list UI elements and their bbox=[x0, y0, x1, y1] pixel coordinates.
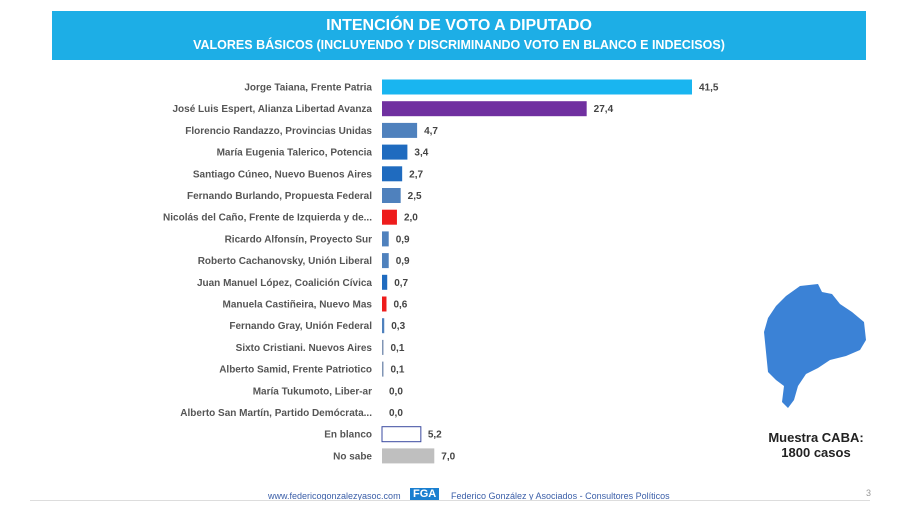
data-label: 0,9 bbox=[396, 234, 410, 245]
category-label: María Eugenia Talerico, Potencia bbox=[217, 148, 373, 159]
bar bbox=[382, 79, 692, 95]
data-label: 0,0 bbox=[389, 386, 403, 397]
category-label: Alberto San Martín, Partido Demócrata... bbox=[180, 408, 372, 419]
footer-firm: Federico González y Asociados - Consulto… bbox=[451, 491, 670, 501]
category-label: José Luis Espert, Alianza Libertad Avanz… bbox=[172, 104, 372, 115]
category-label: Santiago Cúneo, Nuevo Buenos Aires bbox=[193, 169, 373, 180]
footer-url[interactable]: www.federicogonzalezyasoc.com bbox=[268, 491, 401, 501]
category-label: Florencio Randazzo, Provincias Unidas bbox=[185, 126, 372, 137]
data-label: 2,5 bbox=[408, 191, 422, 202]
sample-label: Muestra CABA: bbox=[768, 430, 864, 445]
bar bbox=[382, 166, 403, 182]
bar-chart: Jorge Taiana, Frente Patria 41,5 José Luis… bbox=[163, 79, 719, 464]
data-label: 0,1 bbox=[391, 343, 405, 354]
sample-info: Muestra CABA: 1800 casos bbox=[760, 430, 872, 460]
page-number: 3 bbox=[866, 488, 872, 498]
category-label: Alberto Samid, Frente Patriotico bbox=[219, 365, 372, 376]
bar bbox=[382, 122, 418, 138]
category-label: Sixto Cristiani. Nuevos Aires bbox=[236, 343, 373, 354]
category-label: En blanco bbox=[324, 430, 372, 441]
data-label: 2,0 bbox=[404, 213, 418, 224]
bar bbox=[381, 426, 422, 443]
bar bbox=[382, 361, 384, 377]
category-label: Juan Manuel López, Coalición Cívica bbox=[197, 278, 372, 289]
category-label: No sabe bbox=[333, 451, 372, 462]
bar bbox=[382, 188, 401, 203]
bar bbox=[382, 231, 389, 247]
fga-logo: FGA bbox=[410, 488, 440, 500]
category-label: Fernando Gray, Unión Federal bbox=[229, 321, 372, 332]
data-label: 0,7 bbox=[394, 278, 408, 289]
data-label: 0,6 bbox=[393, 300, 407, 311]
category-label: Ricardo Alfonsín, Proyecto Sur bbox=[225, 234, 373, 245]
data-label: 0,9 bbox=[396, 256, 410, 267]
data-label: 41,5 bbox=[699, 83, 719, 94]
bar bbox=[382, 448, 435, 464]
buenos-aires-map-icon bbox=[764, 284, 866, 408]
footer-divider bbox=[30, 500, 870, 501]
footer: www.federicogonzalezyasoc.com FGA Federi… bbox=[0, 488, 900, 502]
bar bbox=[382, 318, 385, 334]
category-label: Manuela Castiñeira, Nuevo Mas bbox=[223, 300, 373, 311]
bar bbox=[382, 274, 388, 290]
data-label: 7,0 bbox=[441, 451, 455, 462]
bar bbox=[382, 144, 408, 160]
data-label: 5,2 bbox=[428, 430, 442, 441]
bar bbox=[382, 253, 389, 269]
chart-subtitle: VALORES BÁSICOS (INCLUYENDO Y DISCRIMINA… bbox=[193, 38, 725, 52]
data-label: 4,7 bbox=[424, 126, 438, 137]
bar bbox=[382, 339, 384, 355]
category-label: Jorge Taiana, Frente Patria bbox=[244, 83, 372, 94]
data-label: 0,3 bbox=[391, 321, 405, 332]
data-label: 3,4 bbox=[414, 148, 428, 159]
category-label: Fernando Burlando, Propuesta Federal bbox=[187, 191, 372, 202]
sample-count: 1800 casos bbox=[781, 445, 851, 460]
data-label: 2,7 bbox=[409, 169, 423, 180]
category-label: Roberto Cachanovsky, Unión Liberal bbox=[198, 256, 373, 267]
chart-header: INTENCIÓN DE VOTO A DIPUTADO VALORES BÁS… bbox=[52, 11, 866, 60]
category-label: Nicolás del Caño, Frente de Izquierda y … bbox=[163, 213, 372, 224]
bar bbox=[382, 296, 387, 312]
data-label: 0,1 bbox=[391, 365, 405, 376]
bar bbox=[382, 101, 587, 117]
chart-title: INTENCIÓN DE VOTO A DIPUTADO bbox=[326, 17, 592, 34]
bar bbox=[382, 209, 397, 225]
data-label: 27,4 bbox=[594, 104, 614, 115]
data-label: 0,0 bbox=[389, 408, 403, 419]
category-label: María Tukumoto, Liber-ar bbox=[253, 386, 372, 397]
